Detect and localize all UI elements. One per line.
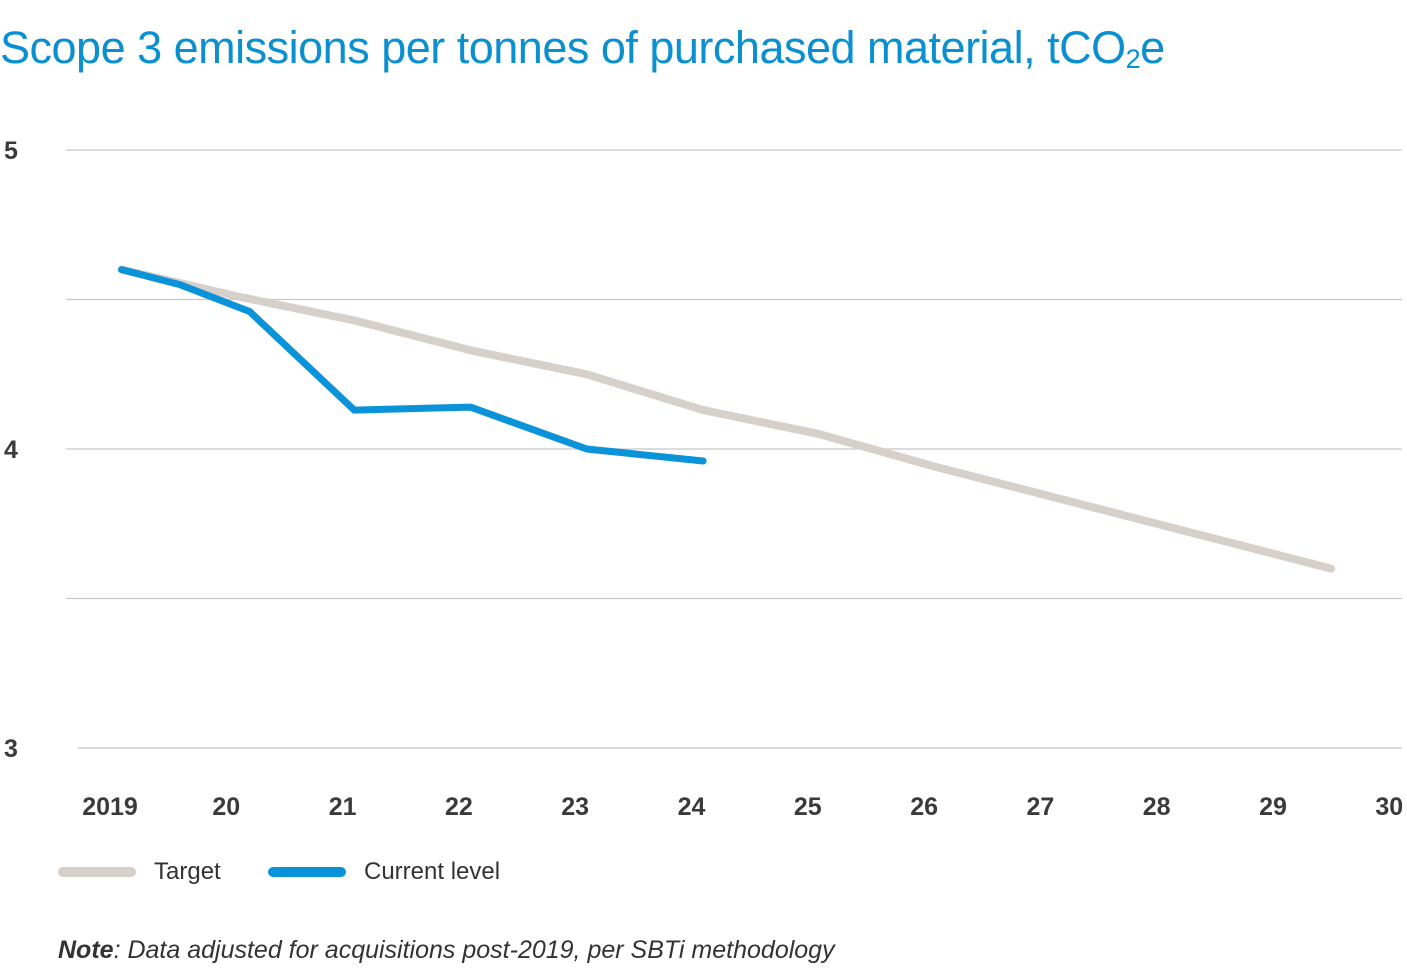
series-line-current-level xyxy=(118,266,707,465)
chart-title: Scope 3 emissions per tonnes of purchase… xyxy=(0,22,1165,74)
series-lines xyxy=(117,265,1336,573)
footnote-label: Note xyxy=(58,936,114,964)
x-tick-label-11: 30 xyxy=(1375,793,1403,821)
y-tick-label-0: 5 xyxy=(4,137,18,165)
x-tick-label-1: 20 xyxy=(212,793,240,821)
y-tick-label-2: 3 xyxy=(4,735,18,763)
footnote-text: : Data adjusted for acquisitions post-20… xyxy=(113,936,835,964)
x-tick-label-6: 25 xyxy=(794,793,822,821)
legend-swatch-target xyxy=(58,867,136,877)
x-tick-label-9: 28 xyxy=(1143,793,1171,821)
chart-title-subscript: 2 xyxy=(1125,44,1141,74)
legend-label-target: Target xyxy=(154,858,221,885)
x-tick-label-8: 27 xyxy=(1026,793,1054,821)
chart-title-suffix: e xyxy=(1140,22,1165,73)
legend-swatch-current xyxy=(268,867,346,877)
x-tick-label-0: 2019 xyxy=(82,793,138,821)
gridlines xyxy=(66,149,1402,749)
x-tick-label-7: 26 xyxy=(910,793,938,821)
x-tick-label-4: 23 xyxy=(561,793,589,821)
x-axis-ticks: 2019 20 21 22 23 24 25 26 27 28 29 30 xyxy=(82,793,1403,821)
legend-item-current: Current level xyxy=(268,858,500,886)
y-tick-label-1: 4 xyxy=(4,436,18,464)
x-tick-label-10: 29 xyxy=(1259,793,1287,821)
x-tick-label-2: 21 xyxy=(329,793,357,821)
legend-item-target: Target xyxy=(58,858,221,886)
x-tick-label-3: 22 xyxy=(445,793,473,821)
y-axis-ticks: 5 4 3 xyxy=(4,137,18,763)
footnote: Note: Data adjusted for acquisitions pos… xyxy=(58,936,835,965)
line-chart: 5 4 3 2019 20 21 22 23 24 25 26 27 28 29 30 xyxy=(4,137,1403,821)
x-tick-label-5: 24 xyxy=(678,793,706,821)
series-line-target xyxy=(117,265,1336,573)
chart-title-main: Scope 3 emissions per tonnes of purchase… xyxy=(0,22,1126,73)
legend-label-current: Current level xyxy=(364,858,501,885)
